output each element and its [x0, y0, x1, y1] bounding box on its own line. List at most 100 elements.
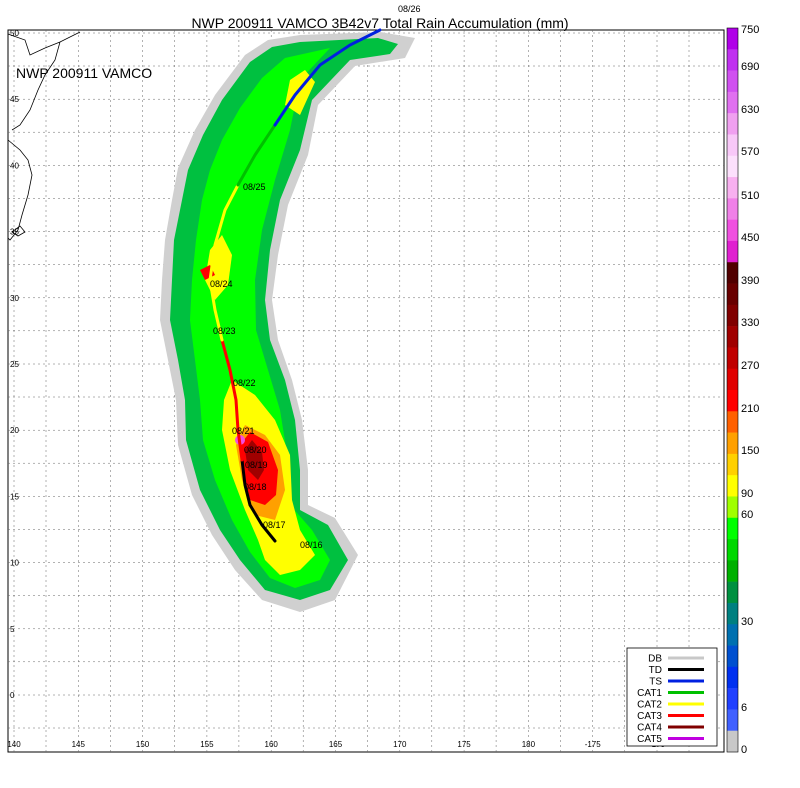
colorbar-swatch — [727, 28, 738, 50]
colorbar-swatch — [727, 347, 738, 370]
legend-label: CAT1 — [637, 688, 662, 699]
legend-label: DB — [648, 654, 662, 665]
colorbar: 7506906305705104503903302702101509060306… — [726, 24, 759, 756]
colorbar-swatch — [727, 304, 738, 327]
colorbar-label: 270 — [741, 360, 759, 372]
track-date: 08/20 — [244, 445, 267, 455]
colorbar-swatch — [727, 432, 738, 455]
track-date: 08/22 — [233, 378, 256, 388]
colorbar-swatch — [727, 283, 738, 306]
y-tick-label: 30 — [10, 294, 19, 303]
colorbar-swatch — [727, 645, 738, 668]
y-tick-label: 20 — [10, 426, 19, 435]
colorbar-swatch — [727, 624, 738, 646]
track-date: 08/21 — [232, 426, 255, 436]
storm-label: NWP 200911 VAMCO — [16, 65, 152, 81]
legend-label: TD — [649, 665, 662, 676]
colorbar-swatch — [727, 390, 738, 412]
map-title: NWP 200911 VAMCO 3B42v7 Total Rain Accum… — [191, 15, 568, 31]
track-date: 08/23 — [213, 326, 236, 336]
x-tick-label: 165 — [329, 740, 343, 749]
colorbar-swatch — [727, 49, 738, 71]
legend-label: TS — [649, 677, 662, 688]
colorbar-label: 750 — [741, 24, 759, 36]
legend-box — [626, 647, 718, 747]
track-date: 08/19 — [245, 460, 268, 470]
colorbar-label: 630 — [741, 104, 759, 116]
colorbar-swatch — [727, 368, 738, 391]
y-tick-label: 5 — [10, 625, 15, 634]
colorbar-frame — [726, 27, 739, 753]
colorbar-swatch — [727, 517, 738, 540]
x-tick-label: 180 — [522, 740, 536, 749]
colorbar-swatch — [727, 326, 738, 348]
colorbar-swatch — [727, 581, 738, 604]
colorbar-swatch — [727, 666, 738, 689]
colorbar-label: 210 — [741, 403, 759, 415]
colorbar-swatch — [727, 602, 738, 625]
x-tick-label: 150 — [136, 740, 150, 749]
x-tick-label: 170 — [393, 740, 407, 749]
colorbar-swatch — [727, 70, 738, 93]
colorbar-swatch — [727, 496, 738, 519]
colorbar-swatch — [727, 113, 738, 135]
y-tick-label: 25 — [10, 360, 19, 369]
x-tick-label: 175 — [457, 740, 471, 749]
colorbar-swatch — [727, 688, 738, 710]
map-frame — [7, 29, 725, 753]
colorbar-swatch — [727, 262, 738, 284]
colorbar-swatch — [727, 240, 738, 263]
colorbar-label: 390 — [741, 275, 759, 287]
x-tick-label: -175 — [585, 740, 602, 749]
y-tick-label: 15 — [10, 492, 19, 501]
coastline — [7, 31, 81, 241]
colorbar-label: 690 — [741, 61, 759, 73]
track-dates: 08/26 08/25 08/24 08/23 08/22 08/21 08/20 08/19… — [210, 4, 421, 550]
colorbar-label: 510 — [741, 190, 759, 202]
track-date: 08/25 — [243, 182, 266, 192]
colorbar-label: 6 — [741, 702, 747, 714]
colorbar-swatch — [727, 453, 738, 476]
x-tick-label: 160 — [265, 740, 279, 749]
colorbar-swatch — [727, 155, 738, 178]
legend-label: CAT3 — [637, 711, 662, 722]
colorbar-label: 90 — [741, 488, 753, 500]
x-tick-label: 155 — [200, 740, 214, 749]
colorbar-swatch — [727, 198, 738, 220]
track-date: 08/18 — [244, 482, 267, 492]
colorbar-label: 150 — [741, 445, 759, 457]
legend-label: CAT2 — [637, 700, 662, 711]
y-tick-label: 40 — [10, 161, 19, 170]
track-date: 08/17 — [263, 520, 286, 530]
grid: 140145150155160165170175180-175-17050454… — [7, 29, 724, 752]
colorbar-label: 30 — [741, 616, 753, 628]
colorbar-swatch — [727, 134, 738, 157]
y-tick-label: 45 — [10, 95, 19, 104]
y-tick-label: 0 — [10, 691, 15, 700]
legend-label: CAT4 — [637, 723, 662, 734]
colorbar-label: 60 — [741, 509, 753, 521]
storm-track — [208, 28, 382, 543]
colorbar-swatch — [727, 560, 738, 582]
track-date: 08/26 — [398, 4, 421, 14]
colorbar-swatch — [727, 177, 738, 199]
colorbar-swatch — [727, 219, 738, 242]
colorbar-swatch — [727, 411, 738, 433]
colorbar-label: 0 — [741, 744, 747, 756]
legend-label: CAT5 — [637, 734, 662, 745]
y-tick-label: 50 — [10, 29, 19, 38]
colorbar-swatch — [727, 709, 738, 732]
track-date: 08/16 — [300, 540, 323, 550]
colorbar-label: 330 — [741, 317, 759, 329]
colorbar-label: 450 — [741, 232, 759, 244]
colorbar-swatch — [727, 475, 738, 497]
colorbar-swatch — [727, 91, 738, 114]
y-tick-label: 35 — [10, 228, 19, 237]
y-tick-label: 10 — [10, 559, 19, 568]
track-date: 08/24 — [210, 279, 233, 289]
colorbar-swatch — [727, 539, 738, 561]
x-tick-label: 145 — [72, 740, 86, 749]
